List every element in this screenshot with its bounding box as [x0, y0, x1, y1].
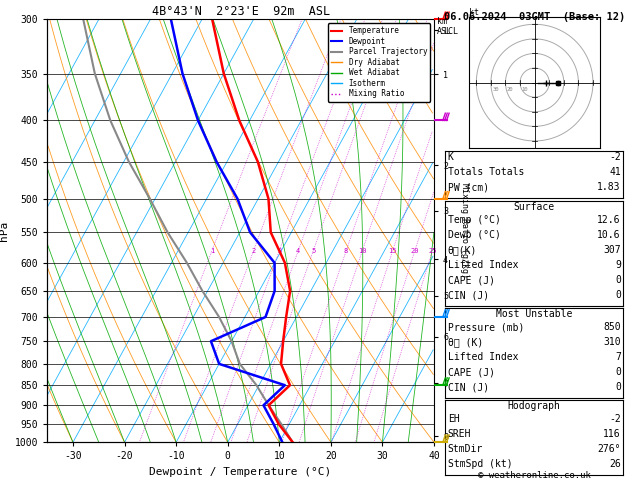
- X-axis label: Dewpoint / Temperature (°C): Dewpoint / Temperature (°C): [150, 467, 331, 477]
- Text: StmSpd (kt): StmSpd (kt): [448, 459, 513, 469]
- Text: 2: 2: [252, 248, 255, 254]
- Text: θᴄ (K): θᴄ (K): [448, 337, 483, 347]
- Text: 10.6: 10.6: [598, 230, 621, 240]
- Text: CIN (J): CIN (J): [448, 382, 489, 392]
- Text: 15: 15: [388, 248, 397, 254]
- Text: θᴄ(K): θᴄ(K): [448, 245, 477, 255]
- Text: SREH: SREH: [448, 429, 471, 439]
- Text: CAPE (J): CAPE (J): [448, 367, 495, 377]
- Text: 1.83: 1.83: [598, 182, 621, 192]
- Text: 7: 7: [615, 352, 621, 362]
- Title: 4B°43'N  2°23'E  92m  ASL: 4B°43'N 2°23'E 92m ASL: [152, 5, 330, 18]
- Text: km
ASL: km ASL: [437, 17, 452, 36]
- Text: 0: 0: [615, 367, 621, 377]
- Text: K: K: [448, 152, 454, 162]
- Text: 20: 20: [411, 248, 419, 254]
- Text: Hodograph: Hodograph: [508, 401, 560, 412]
- Text: 26: 26: [609, 459, 621, 469]
- Text: 12.6: 12.6: [598, 215, 621, 225]
- Text: Temp (°C): Temp (°C): [448, 215, 501, 225]
- Text: Surface: Surface: [513, 202, 555, 212]
- Text: 3: 3: [277, 248, 281, 254]
- Text: 276°: 276°: [598, 444, 621, 454]
- Text: CIN (J): CIN (J): [448, 290, 489, 300]
- Text: 0: 0: [615, 382, 621, 392]
- Text: 307: 307: [603, 245, 621, 255]
- Text: 850: 850: [603, 322, 621, 332]
- Y-axis label: Mixing Ratio (g/kg): Mixing Ratio (g/kg): [460, 183, 469, 278]
- Text: Totals Totals: Totals Totals: [448, 167, 524, 177]
- Text: PW (cm): PW (cm): [448, 182, 489, 192]
- Text: CAPE (J): CAPE (J): [448, 275, 495, 285]
- Text: Dewp (°C): Dewp (°C): [448, 230, 501, 240]
- Text: Lifted Index: Lifted Index: [448, 352, 518, 362]
- Text: kt: kt: [469, 8, 479, 17]
- Text: 0: 0: [615, 290, 621, 300]
- Text: 1: 1: [209, 248, 214, 254]
- Text: -2: -2: [609, 152, 621, 162]
- Text: Pressure (mb): Pressure (mb): [448, 322, 524, 332]
- Text: 10: 10: [358, 248, 367, 254]
- Text: 310: 310: [603, 337, 621, 347]
- Text: 9: 9: [615, 260, 621, 270]
- Text: © weatheronline.co.uk: © weatheronline.co.uk: [477, 471, 591, 480]
- Text: 20: 20: [507, 87, 513, 92]
- Y-axis label: hPa: hPa: [0, 221, 9, 241]
- Text: 41: 41: [609, 167, 621, 177]
- Text: 06.06.2024  03GMT  (Base: 12): 06.06.2024 03GMT (Base: 12): [444, 12, 625, 22]
- Text: 116: 116: [603, 429, 621, 439]
- Text: 25: 25: [428, 248, 437, 254]
- Text: Lifted Index: Lifted Index: [448, 260, 518, 270]
- Text: 8: 8: [344, 248, 348, 254]
- Text: 4: 4: [296, 248, 300, 254]
- Text: StmDir: StmDir: [448, 444, 483, 454]
- Text: EH: EH: [448, 414, 460, 424]
- Text: 0: 0: [615, 275, 621, 285]
- Text: 30: 30: [493, 87, 499, 92]
- Legend: Temperature, Dewpoint, Parcel Trajectory, Dry Adiabat, Wet Adiabat, Isotherm, Mi: Temperature, Dewpoint, Parcel Trajectory…: [328, 23, 430, 102]
- Text: 5: 5: [311, 248, 315, 254]
- Text: -2: -2: [609, 414, 621, 424]
- Text: Most Unstable: Most Unstable: [496, 309, 572, 319]
- Text: 10: 10: [521, 87, 528, 92]
